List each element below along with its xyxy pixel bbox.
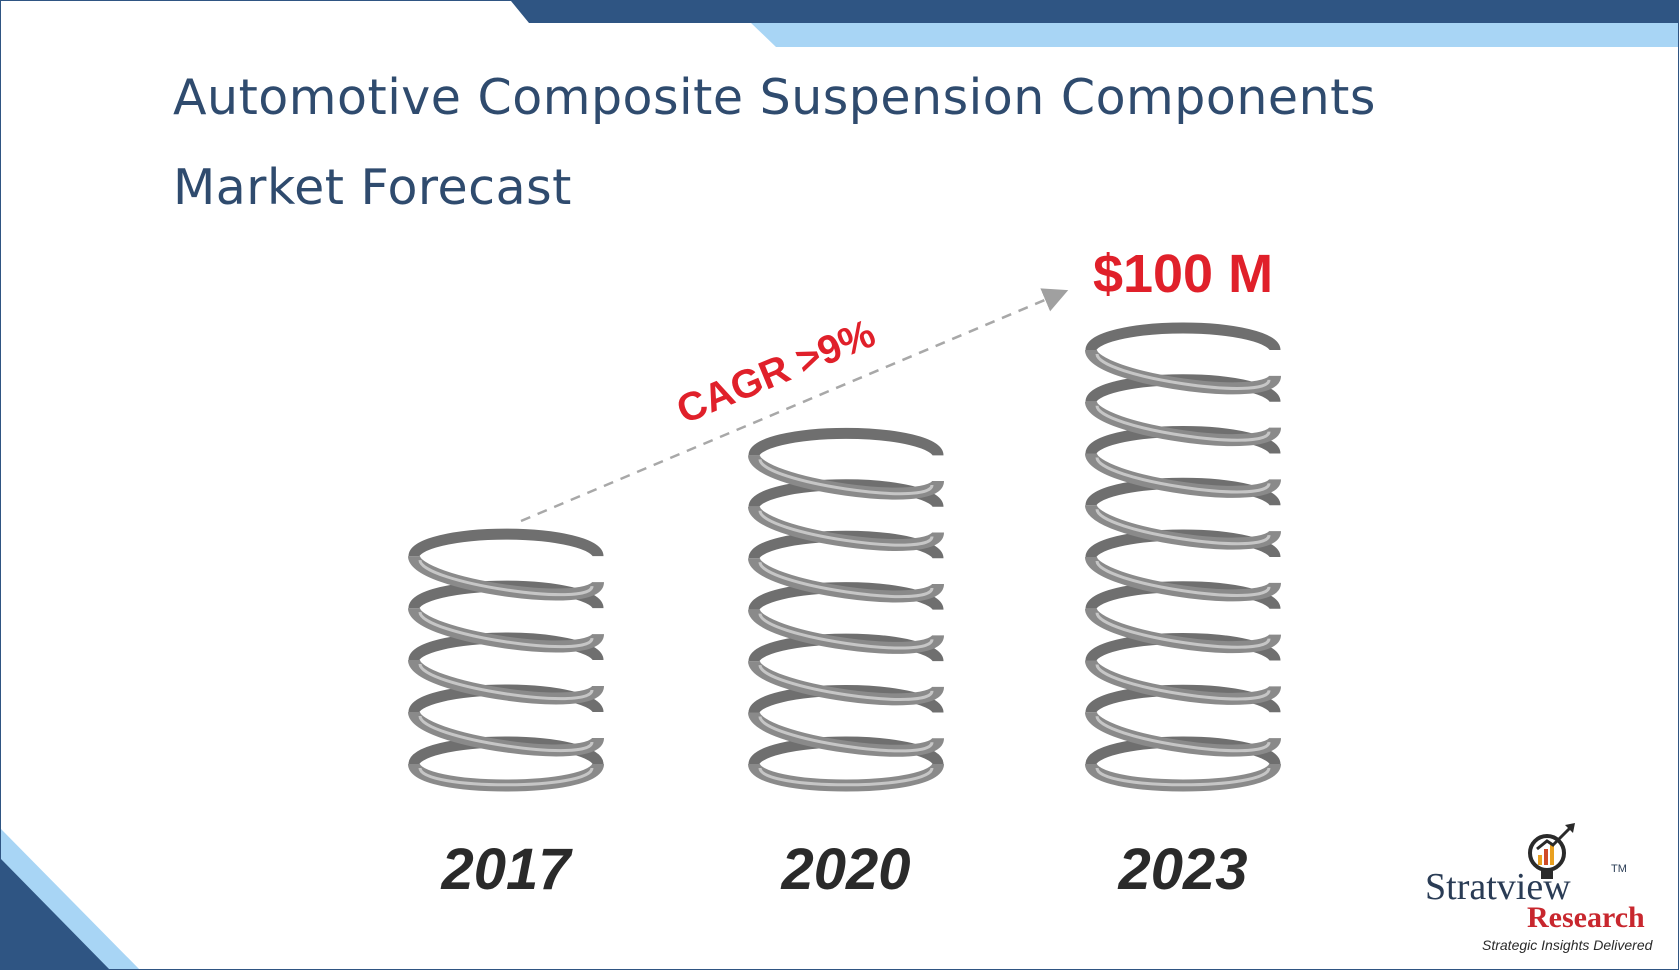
- spring-coil-highlight: [418, 611, 594, 649]
- spring-coil-front: [748, 761, 944, 792]
- value-label-2023: $100 M: [1093, 244, 1273, 304]
- spring-coil-highlight: [1095, 663, 1271, 701]
- springs-layer: [408, 322, 1281, 792]
- spring-bar-2017: [408, 528, 604, 792]
- magnifier-growth-icon: [1528, 823, 1575, 879]
- spring-coil-highlight: [758, 561, 934, 599]
- year-label-2020: 2020: [780, 837, 910, 902]
- year-label-2017: 2017: [440, 837, 573, 902]
- spring-coil-highlight: [1095, 767, 1271, 787]
- spring-coil-highlight: [1095, 715, 1271, 753]
- spring-bar-2020: [748, 427, 944, 792]
- chart-title-line-1: Automotive Composite Suspension Componen…: [173, 69, 1376, 126]
- logo-tagline: Strategic Insights Delivered: [1482, 937, 1653, 953]
- spring-coil-back: [408, 528, 604, 558]
- top-light-band: [751, 23, 1678, 47]
- spring-coil-highlight: [758, 510, 934, 547]
- spring-coil-highlight: [1095, 353, 1271, 390]
- logo-trademark: TM: [1611, 863, 1627, 875]
- top-dark-band: [511, 1, 1678, 23]
- bottom-dark-band: [1, 859, 110, 969]
- spring-coil-highlight: [758, 613, 934, 650]
- spring-coil-highlight: [758, 664, 934, 701]
- spring-coil-back: [1085, 322, 1281, 351]
- spring-coil-highlight: [1095, 456, 1271, 494]
- stratview-logo: Stratview TM Research Strategic Insights…: [1421, 819, 1671, 965]
- spring-coil-highlight: [758, 715, 934, 753]
- spring-coil-front: [1085, 761, 1281, 792]
- spring-coil-highlight: [418, 767, 594, 787]
- spring-coil-highlight: [418, 715, 594, 753]
- year-label-2023: 2023: [1117, 837, 1247, 902]
- spring-coil-highlight: [418, 663, 594, 701]
- spring-bar-2023: [1085, 322, 1281, 792]
- chart-title-line-2: Market Forecast: [173, 159, 572, 216]
- spring-coil-highlight: [1095, 560, 1271, 597]
- spring-coil-back: [748, 427, 944, 457]
- spring-coil-highlight: [418, 559, 594, 597]
- spring-coil-highlight: [758, 458, 934, 496]
- logo-name: Stratview: [1425, 866, 1571, 908]
- logo-subtitle: Research: [1527, 901, 1645, 934]
- spring-coil-highlight: [758, 767, 934, 787]
- spring-coil-front: [408, 761, 604, 792]
- spring-coil-highlight: [1095, 508, 1271, 546]
- spring-coil-highlight: [1095, 405, 1271, 442]
- labels-layer: 2017 2020 2023 $100 M: [440, 244, 1273, 902]
- cagr-trend-arrow: [520, 288, 1069, 523]
- spring-coil-highlight: [1095, 612, 1271, 649]
